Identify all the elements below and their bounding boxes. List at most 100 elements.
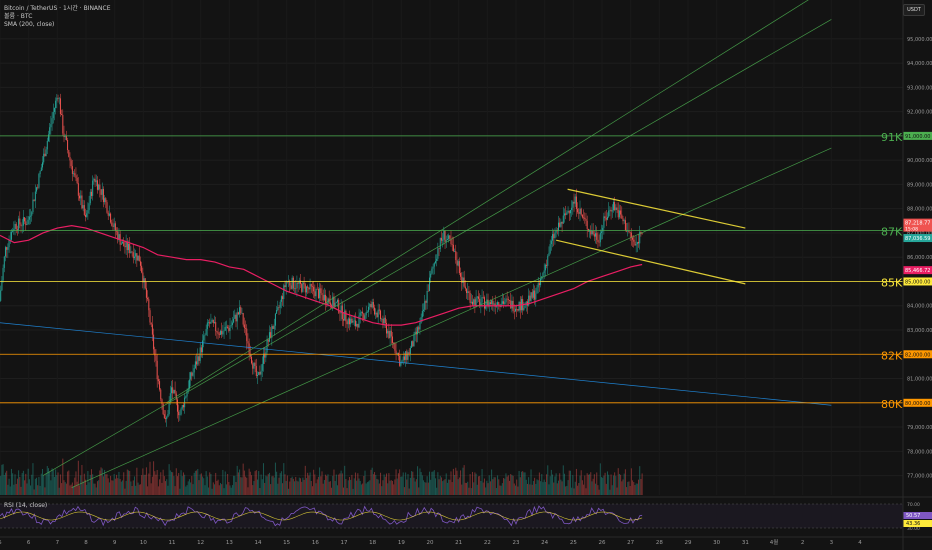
candle-body [469, 293, 471, 303]
candle-body [69, 156, 71, 161]
volume-bar [284, 474, 286, 495]
candle-body [463, 277, 465, 287]
candle-body [56, 97, 58, 101]
x-tick-label: 2 [801, 540, 805, 546]
volume-bar [547, 465, 549, 495]
volume-bar [257, 479, 259, 495]
volume-bar [292, 478, 294, 495]
candle-body [546, 264, 548, 266]
candle-body [348, 318, 350, 325]
volume-bar [219, 483, 221, 495]
volume-bar [614, 472, 616, 495]
candle-body [628, 230, 630, 232]
candle-body [278, 307, 280, 308]
candle-body [10, 231, 12, 240]
candle-body [151, 324, 153, 335]
volume-bar [304, 465, 306, 495]
candle-body [364, 315, 366, 320]
candle-body [339, 312, 341, 314]
volume-bar [563, 473, 565, 495]
volume-bar [221, 484, 223, 495]
candle-body [603, 216, 605, 228]
candle-body [309, 283, 311, 290]
candle-body [57, 97, 59, 99]
candle-body [340, 305, 342, 314]
volume-bar [229, 485, 231, 495]
candle-body [530, 292, 532, 301]
volume-bar [142, 468, 144, 495]
candle-body [419, 322, 421, 330]
volume-bar [568, 470, 570, 495]
trendline [42, 19, 832, 476]
candle-body [131, 251, 133, 253]
volume-bar [325, 474, 327, 495]
volume-bar [518, 470, 520, 495]
volume-bar [178, 473, 180, 495]
candle-body [413, 334, 415, 347]
volume-bar [192, 484, 194, 495]
x-tick-label: 29 [685, 540, 692, 546]
volume-bar [417, 466, 419, 495]
volume-bar [62, 458, 64, 495]
volume-bar [129, 470, 131, 495]
candle-body [595, 233, 597, 237]
volume-bar [237, 472, 239, 495]
volume-bar [19, 477, 21, 495]
volume-bar [534, 477, 536, 495]
volume-bar [130, 481, 132, 495]
volume-bar [604, 472, 606, 495]
candle-body [279, 301, 281, 308]
y-tick-label: 84,000.00 [907, 304, 932, 310]
candle-body [114, 223, 116, 231]
candle-body [68, 150, 70, 157]
candle-body [88, 203, 90, 211]
volume-bar [166, 479, 168, 495]
candle-body [356, 323, 358, 327]
candle-body [282, 296, 284, 300]
volume-bar [126, 469, 128, 495]
volume-bar [138, 484, 140, 495]
volume-bar [581, 480, 583, 495]
volume-bar [615, 475, 617, 495]
volume-bar [507, 475, 509, 495]
candle-body [472, 301, 474, 305]
volume-bar [283, 463, 285, 495]
candle-body [193, 368, 195, 373]
volume-bar [530, 469, 532, 495]
volume-bar [477, 476, 479, 495]
candle-body [362, 311, 364, 314]
volume-bar [64, 482, 66, 495]
volume-bar [282, 483, 284, 495]
currency-unit-button[interactable]: USDT [903, 4, 925, 16]
volume-bar [12, 473, 14, 495]
volume-bar [573, 488, 575, 495]
volume-bar [380, 472, 382, 495]
volume-bar [277, 483, 279, 495]
symbol-title: Bitcoin / TetherUS · 1시간 · BINANCE [4, 5, 111, 12]
candle-body [96, 180, 98, 190]
candle-body [457, 261, 459, 266]
candle-body [188, 379, 190, 389]
volume-bar [556, 483, 558, 495]
candle-body [378, 309, 380, 311]
rsi-ma-line [0, 511, 643, 521]
candle-body [572, 201, 574, 208]
volume-bar [96, 481, 98, 495]
volume-bar [340, 470, 342, 495]
volume-bar [243, 470, 245, 495]
candle-body [640, 231, 642, 234]
candle-body [544, 264, 546, 271]
volume-bar [549, 476, 551, 495]
candle-body [305, 286, 307, 293]
volume-bar [577, 485, 579, 495]
volume-bar [215, 472, 217, 495]
volume-bar [515, 485, 517, 495]
volume-bar [185, 486, 187, 495]
candle-body [608, 210, 610, 217]
x-tick-label: 4월 [770, 538, 779, 546]
candle-body [76, 177, 78, 184]
volume-bar [211, 488, 213, 495]
candle-body [591, 230, 593, 235]
volume-bar [320, 476, 322, 495]
